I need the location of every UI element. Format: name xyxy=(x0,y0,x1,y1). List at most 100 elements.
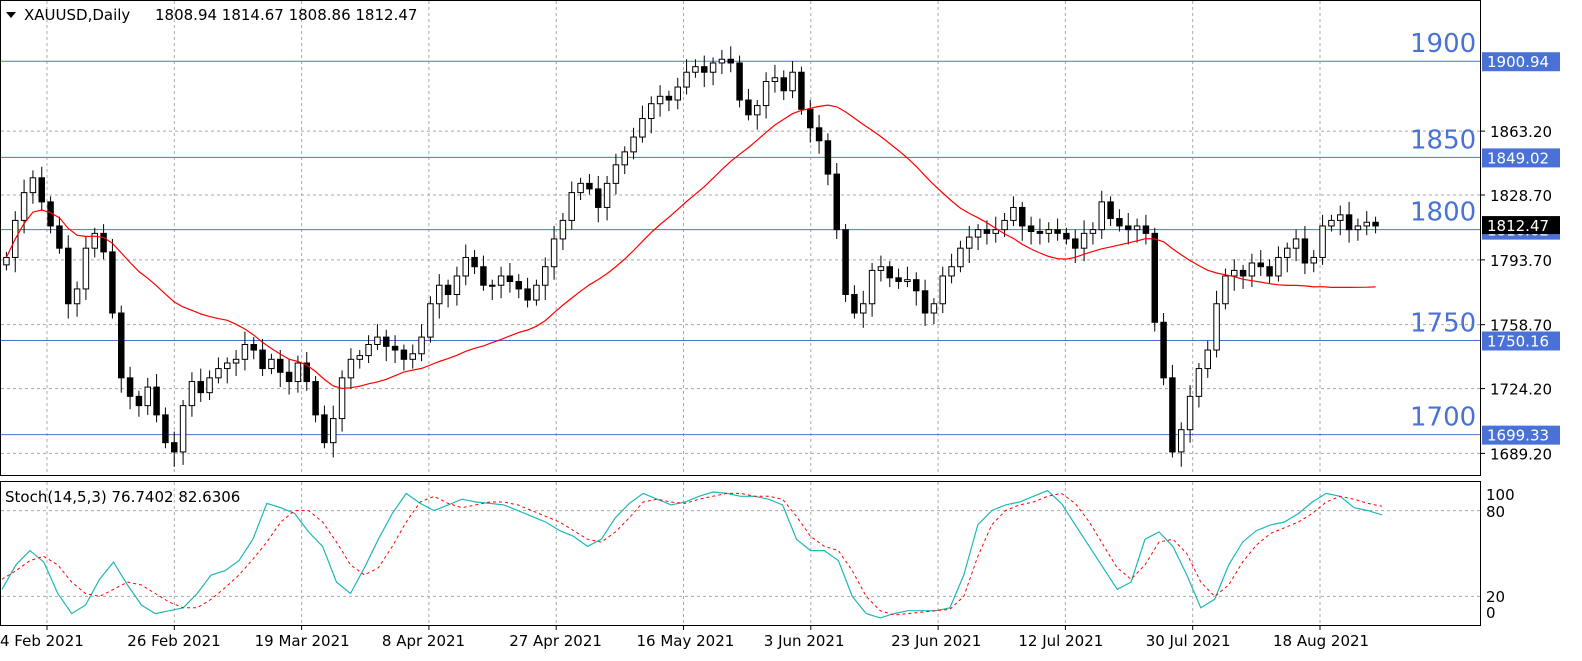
level-label-1850: 1850 xyxy=(1410,125,1476,155)
candle-down xyxy=(983,229,991,234)
candle-down xyxy=(197,381,204,394)
candle-up xyxy=(612,164,620,184)
candle-down xyxy=(833,173,840,231)
candle-up xyxy=(1310,256,1317,264)
stoch-signal-line xyxy=(1,492,1383,616)
stochastic-lines xyxy=(1,489,1383,619)
stoch-level-0: 0 xyxy=(1486,604,1496,622)
current-price-tag xyxy=(1482,216,1560,235)
candle-down xyxy=(126,377,134,397)
price-tag-text-1900: 1900.94 xyxy=(1487,53,1549,71)
candle-up xyxy=(1284,247,1291,258)
candle-up xyxy=(674,86,681,101)
candle-up xyxy=(338,377,346,420)
candle-down xyxy=(895,277,902,283)
candle-down xyxy=(824,140,832,175)
price-axis: 1863.20 1828.70 1793.70 1758.70 1724.20 1689.… xyxy=(1480,123,1560,463)
candle-down xyxy=(321,414,328,444)
candle-up xyxy=(294,362,302,383)
horizontal-levels: 19001900.9418501849.0218001810.021750175… xyxy=(1,29,1560,445)
candle-down xyxy=(444,284,452,295)
price-tag-text-1850: 1849.02 xyxy=(1487,149,1549,167)
price-tag-1850 xyxy=(1482,148,1560,168)
candle-down xyxy=(471,256,478,268)
candle-down xyxy=(250,343,257,351)
candle-down xyxy=(1266,266,1273,277)
candle-up xyxy=(179,405,187,453)
candle-up xyxy=(974,229,982,238)
candle-up xyxy=(771,77,779,82)
candle-down xyxy=(815,127,823,142)
time-tick-label: 23 Jun 2021 xyxy=(891,632,981,650)
candle-down xyxy=(1072,238,1079,249)
stoch-pane-frame xyxy=(0,481,1481,626)
candle-up xyxy=(904,279,911,283)
stoch-level-100: 100 xyxy=(1486,486,1515,504)
price-pane-frame xyxy=(0,0,1481,476)
candle-up xyxy=(709,62,717,73)
candle-down xyxy=(515,281,522,290)
candle-down xyxy=(1116,218,1123,227)
candle-up xyxy=(1133,225,1141,231)
candle-up xyxy=(789,71,796,92)
candle-down xyxy=(745,99,752,116)
candle-down xyxy=(1151,232,1158,323)
candle-up xyxy=(427,303,434,338)
candle-down xyxy=(595,188,602,208)
candle-up xyxy=(1275,256,1282,277)
candle-up xyxy=(1337,214,1344,221)
candle-up xyxy=(1080,232,1088,249)
candle-up xyxy=(409,353,416,360)
candle-up xyxy=(639,118,646,138)
candle-up xyxy=(648,103,655,120)
candle-down xyxy=(1372,221,1379,227)
candle-up xyxy=(1001,219,1008,231)
candle-down xyxy=(1019,206,1026,227)
stoch-label: Stoch(14,5,3) 76.7402 82.6306 xyxy=(5,488,240,506)
dropdown-triangle-icon[interactable] xyxy=(6,12,16,18)
candle-up xyxy=(144,386,151,407)
current-price-text: 1812.47 xyxy=(1487,217,1549,235)
candle-up xyxy=(762,80,770,107)
price-tag-1750 xyxy=(1482,331,1560,351)
candle-up xyxy=(91,232,98,249)
candle-up xyxy=(930,303,938,314)
candle-down xyxy=(1239,269,1247,277)
candle-up xyxy=(957,247,964,268)
candle-down xyxy=(842,229,849,295)
candle-up xyxy=(559,219,567,240)
candle-down xyxy=(38,177,45,203)
candle-down xyxy=(727,58,734,64)
candle-down xyxy=(56,225,63,249)
candle-up xyxy=(1186,395,1194,431)
candle-down xyxy=(100,232,107,253)
candle-up xyxy=(533,284,540,301)
candle-up xyxy=(683,71,690,88)
candle-down xyxy=(807,108,814,129)
candle-up xyxy=(1231,269,1238,277)
level-label-1700: 1700 xyxy=(1410,403,1476,433)
candlestick-series xyxy=(3,46,1379,467)
candle-up xyxy=(1010,206,1017,221)
candle-down xyxy=(1125,225,1132,231)
candle-down xyxy=(153,386,160,416)
candle-up xyxy=(356,355,363,360)
candle-down xyxy=(135,395,143,407)
candle-up xyxy=(1328,219,1335,227)
price-tick-label: 1724.20 xyxy=(1490,381,1552,399)
candle-up xyxy=(1178,429,1185,453)
candle-down xyxy=(109,251,116,314)
candle-up xyxy=(462,256,469,277)
candle-up xyxy=(656,95,664,105)
price-tag-text-1700: 1699.33 xyxy=(1487,427,1549,445)
level-label-1750: 1750 xyxy=(1410,308,1476,338)
candle-down xyxy=(524,288,531,301)
candle-up xyxy=(877,266,885,271)
candle-up xyxy=(1213,303,1220,351)
candle-down xyxy=(1160,321,1167,379)
candle-down xyxy=(391,345,399,351)
candle-up xyxy=(1292,238,1300,249)
level-label-1800: 1800 xyxy=(1410,198,1476,228)
candle-up xyxy=(436,284,443,305)
